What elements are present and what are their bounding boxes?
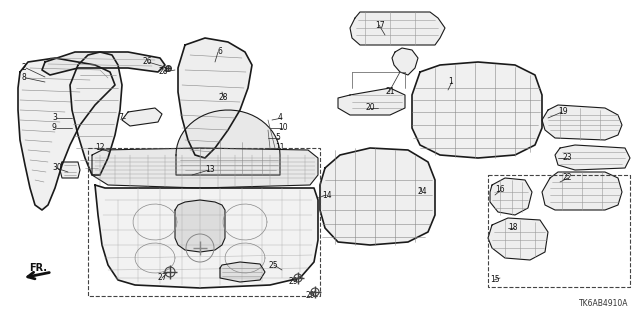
Polygon shape (176, 110, 280, 175)
Text: 7: 7 (118, 114, 123, 123)
Polygon shape (175, 200, 225, 252)
Text: 18: 18 (509, 223, 518, 233)
Polygon shape (490, 178, 532, 215)
Polygon shape (95, 185, 318, 288)
Text: 1: 1 (448, 77, 452, 86)
Text: 11: 11 (275, 143, 285, 153)
Text: 27: 27 (158, 274, 168, 283)
Polygon shape (178, 38, 252, 158)
Text: 19: 19 (558, 108, 568, 116)
Polygon shape (220, 262, 265, 282)
Text: 13: 13 (205, 165, 214, 174)
Polygon shape (350, 12, 445, 45)
Text: 2: 2 (22, 63, 27, 73)
Text: TK6AB4910A: TK6AB4910A (579, 299, 628, 308)
Polygon shape (488, 218, 548, 260)
Text: 20: 20 (365, 103, 374, 113)
Bar (488, 175, 630, 287)
Polygon shape (320, 148, 435, 245)
Text: 28: 28 (159, 68, 168, 76)
Text: 26: 26 (142, 58, 152, 67)
Text: 10: 10 (278, 124, 287, 132)
Polygon shape (60, 162, 80, 178)
Text: 4: 4 (278, 114, 283, 123)
Polygon shape (555, 145, 630, 170)
Text: 8: 8 (22, 74, 27, 83)
Polygon shape (18, 58, 115, 210)
Text: 6: 6 (217, 47, 222, 57)
Text: 5: 5 (275, 133, 280, 142)
Text: 30: 30 (52, 164, 61, 172)
Text: 3: 3 (52, 114, 57, 123)
Polygon shape (70, 52, 122, 175)
Bar (88, 148, 320, 296)
Polygon shape (392, 48, 418, 75)
Text: 9: 9 (52, 124, 57, 132)
Polygon shape (122, 108, 162, 126)
Text: 15: 15 (490, 276, 500, 284)
Text: 16: 16 (495, 186, 505, 195)
Text: 24: 24 (418, 188, 428, 196)
Text: 25: 25 (268, 260, 278, 269)
Polygon shape (412, 62, 542, 158)
Text: 28: 28 (218, 93, 228, 102)
Polygon shape (542, 172, 622, 210)
Polygon shape (542, 105, 622, 140)
Text: 29: 29 (305, 291, 315, 300)
Text: 22: 22 (563, 173, 572, 182)
Polygon shape (338, 88, 405, 115)
Polygon shape (92, 148, 318, 188)
Text: 14: 14 (322, 190, 332, 199)
Text: 29: 29 (289, 277, 298, 286)
Text: 17: 17 (375, 20, 385, 29)
Polygon shape (42, 52, 165, 75)
Text: 21: 21 (385, 87, 394, 97)
Text: 12: 12 (95, 143, 104, 153)
Text: FR.: FR. (29, 263, 47, 273)
Text: 23: 23 (563, 154, 572, 163)
